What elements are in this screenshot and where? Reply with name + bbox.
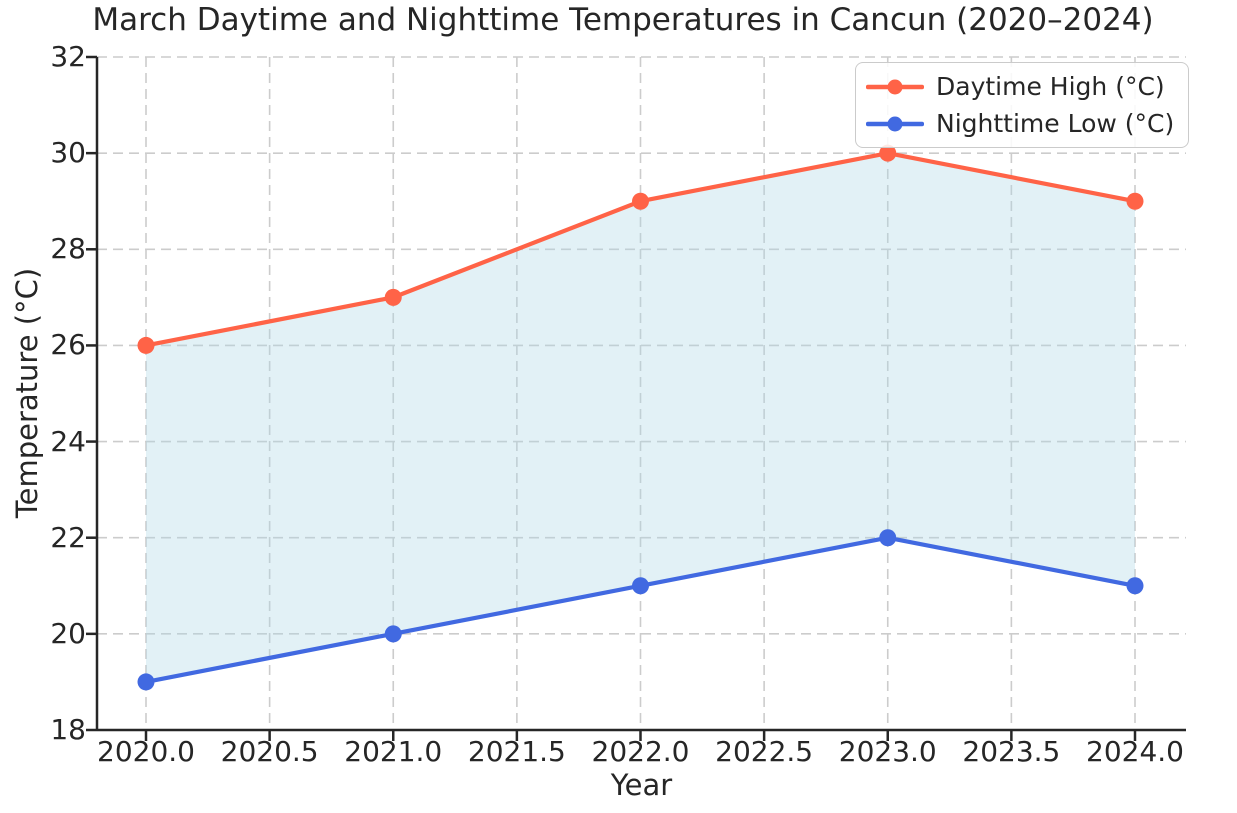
x-tick-label: 2022.0	[591, 735, 690, 768]
daytime-high-marker	[137, 336, 155, 354]
daytime-high-marker	[632, 192, 649, 210]
y-tick-label: 32	[50, 40, 86, 73]
y-axis-label: Temperature (°C)	[10, 267, 44, 519]
nighttime-legend-marker-icon	[866, 116, 924, 131]
legend: Daytime High (°C) Nighttime Low (°C)	[855, 62, 1190, 148]
legend-entry: Daytime High (°C)	[866, 70, 1174, 103]
legend-entry: Nighttime Low (°C)	[866, 107, 1174, 140]
x-tick-label: 2022.5	[715, 735, 814, 768]
band-fill	[146, 153, 1135, 682]
x-tick-label: 2023.5	[962, 735, 1061, 768]
x-tick-label: 2020.0	[97, 735, 195, 768]
x-tick-label: 2020.5	[220, 735, 319, 768]
daytime-legend-marker-icon	[866, 79, 924, 94]
daytime-high-marker	[1126, 192, 1144, 210]
y-tick-label: 18	[50, 713, 86, 746]
nighttime-low-marker	[137, 673, 155, 691]
y-tick-label: 28	[50, 232, 86, 266]
nighttime-low-marker	[384, 625, 402, 643]
chart-title: March Daytime and Nighttime Temperatures…	[92, 2, 1154, 38]
nighttime-low-marker	[632, 577, 649, 595]
y-tick-label: 30	[50, 136, 86, 170]
legend-label: Daytime High (°C)	[936, 72, 1165, 101]
daytime-high-marker	[384, 288, 402, 306]
y-tick-label: 20	[50, 616, 86, 650]
x-axis-label: Year	[610, 768, 673, 802]
nighttime-low-marker	[879, 529, 897, 547]
nighttime-low-marker	[1126, 577, 1144, 595]
x-tick-label: 2021.5	[467, 735, 566, 768]
x-tick-label: 2024.0	[1086, 735, 1184, 768]
x-tick-label: 2023.0	[838, 735, 937, 768]
x-tick-label: 2021.0	[344, 735, 443, 768]
y-tick-label: 22	[50, 520, 86, 554]
legend-label: Nighttime Low (°C)	[936, 109, 1175, 138]
y-tick-label: 24	[50, 424, 86, 458]
daytime-high-marker	[879, 144, 897, 162]
y-tick-label: 26	[50, 328, 86, 362]
